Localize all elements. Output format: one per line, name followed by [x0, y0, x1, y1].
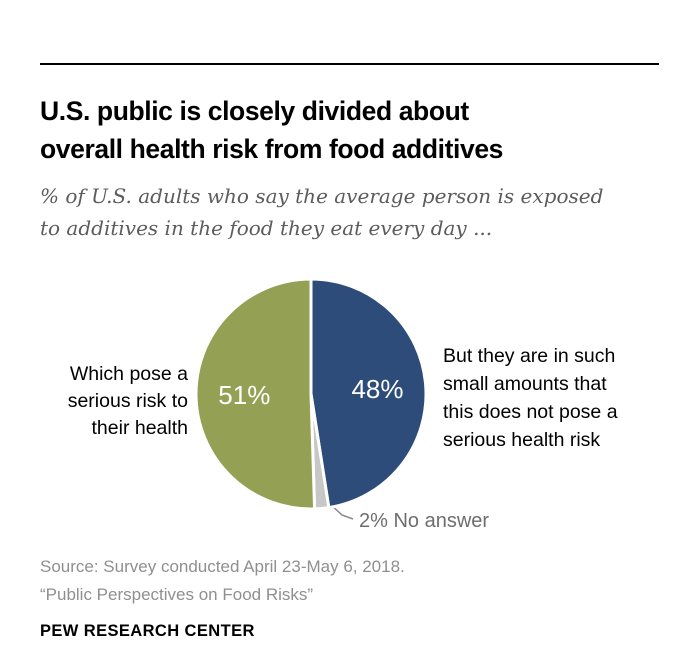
subtitle-line-2: to additives in the food they eat every … [40, 216, 493, 240]
pie-value-label-no-serious-risk: 48% [351, 374, 403, 404]
callout-no-answer: 2% No answer [359, 510, 490, 532]
top-rule [40, 63, 659, 65]
title-line-1: U.S. public is closely divided about [40, 96, 469, 126]
pie-value-label-serious-risk: 51% [218, 380, 270, 410]
brand-name: PEW RESEARCH CENTER [40, 622, 255, 640]
page-title: U.S. public is closely divided about ove… [40, 92, 660, 168]
chart-subtitle: % of U.S. adults who say the average per… [40, 180, 680, 244]
source-line-1: Source: Survey conducted April 23-May 6,… [40, 557, 405, 576]
title-line-2: overall health risk from food additives [40, 134, 503, 164]
pie-slice-no-serious-risk [309, 277, 428, 510]
subtitle-line-1: % of U.S. adults who say the average per… [40, 184, 604, 208]
callout-serious-risk: Which pose a serious risk to their healt… [67, 363, 188, 439]
source-note: Source: Survey conducted April 23-May 6,… [40, 553, 660, 609]
callout-no-serious-risk: But they are in such small amounts that … [443, 345, 618, 451]
source-line-2: “Public Perspectives on Food Risks” [40, 585, 314, 604]
pie-slice-serious-risk [194, 277, 317, 511]
